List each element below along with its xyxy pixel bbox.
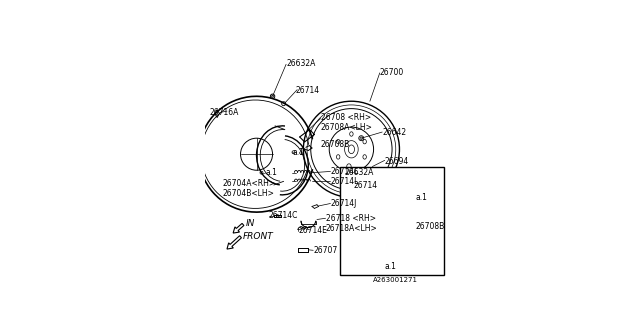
Bar bbox=[340, 166, 444, 275]
Text: 26718A<LH>: 26718A<LH> bbox=[326, 224, 378, 233]
Text: 26708B: 26708B bbox=[321, 140, 350, 149]
Text: 26714J: 26714J bbox=[330, 199, 357, 208]
Text: IN: IN bbox=[246, 219, 255, 228]
Text: 26714C: 26714C bbox=[269, 211, 298, 220]
Text: 26632A: 26632A bbox=[286, 59, 316, 68]
Text: 26714L: 26714L bbox=[330, 177, 359, 186]
Text: 26716A: 26716A bbox=[210, 108, 239, 117]
Text: 26642: 26642 bbox=[382, 128, 406, 137]
Text: FRONT: FRONT bbox=[243, 231, 274, 241]
Polygon shape bbox=[227, 236, 241, 249]
Text: 26718 <RH>: 26718 <RH> bbox=[326, 214, 376, 223]
Text: 26708 <RH>: 26708 <RH> bbox=[321, 113, 371, 122]
Text: 26708B: 26708B bbox=[415, 222, 445, 231]
Polygon shape bbox=[233, 223, 244, 233]
Text: 26707: 26707 bbox=[313, 246, 337, 255]
Text: a.1: a.1 bbox=[415, 193, 428, 202]
Text: 26700: 26700 bbox=[380, 68, 404, 77]
Text: a.1: a.1 bbox=[292, 148, 304, 157]
Text: 26714: 26714 bbox=[354, 180, 378, 189]
Text: a.1: a.1 bbox=[265, 168, 277, 177]
Text: 26714: 26714 bbox=[296, 86, 320, 95]
Text: A263001271: A263001271 bbox=[373, 277, 418, 283]
Text: 26694: 26694 bbox=[385, 157, 409, 166]
Text: 26704A<RH>: 26704A<RH> bbox=[222, 179, 275, 188]
Text: 26632A: 26632A bbox=[344, 168, 373, 177]
Text: 26708A<LH>: 26708A<LH> bbox=[321, 123, 372, 132]
Text: 26714L: 26714L bbox=[330, 167, 359, 176]
Text: 26704B<LH>: 26704B<LH> bbox=[222, 189, 274, 198]
Text: 26714E: 26714E bbox=[298, 226, 327, 235]
Text: a.1: a.1 bbox=[385, 262, 397, 271]
